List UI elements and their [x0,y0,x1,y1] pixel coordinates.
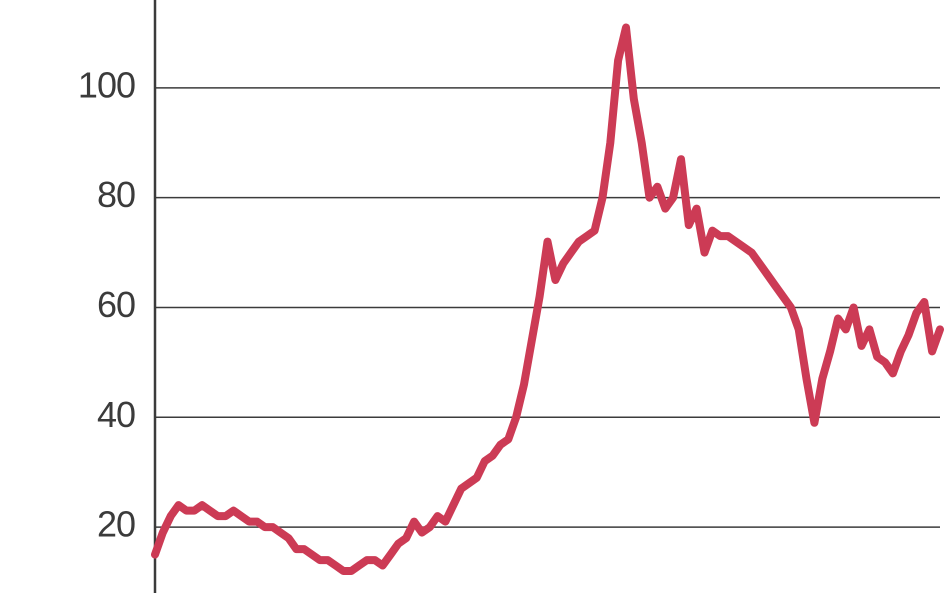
ytick-label: 60 [97,284,135,325]
chart-svg: 20 40 60 80 100 [0,0,948,593]
ytick-label: 100 [78,64,135,105]
line-chart: 20 40 60 80 100 [0,0,948,593]
ytick-label: 20 [97,504,135,545]
ytick-label: 80 [97,174,135,215]
chart-background [0,0,948,593]
ytick-label: 40 [97,394,135,435]
